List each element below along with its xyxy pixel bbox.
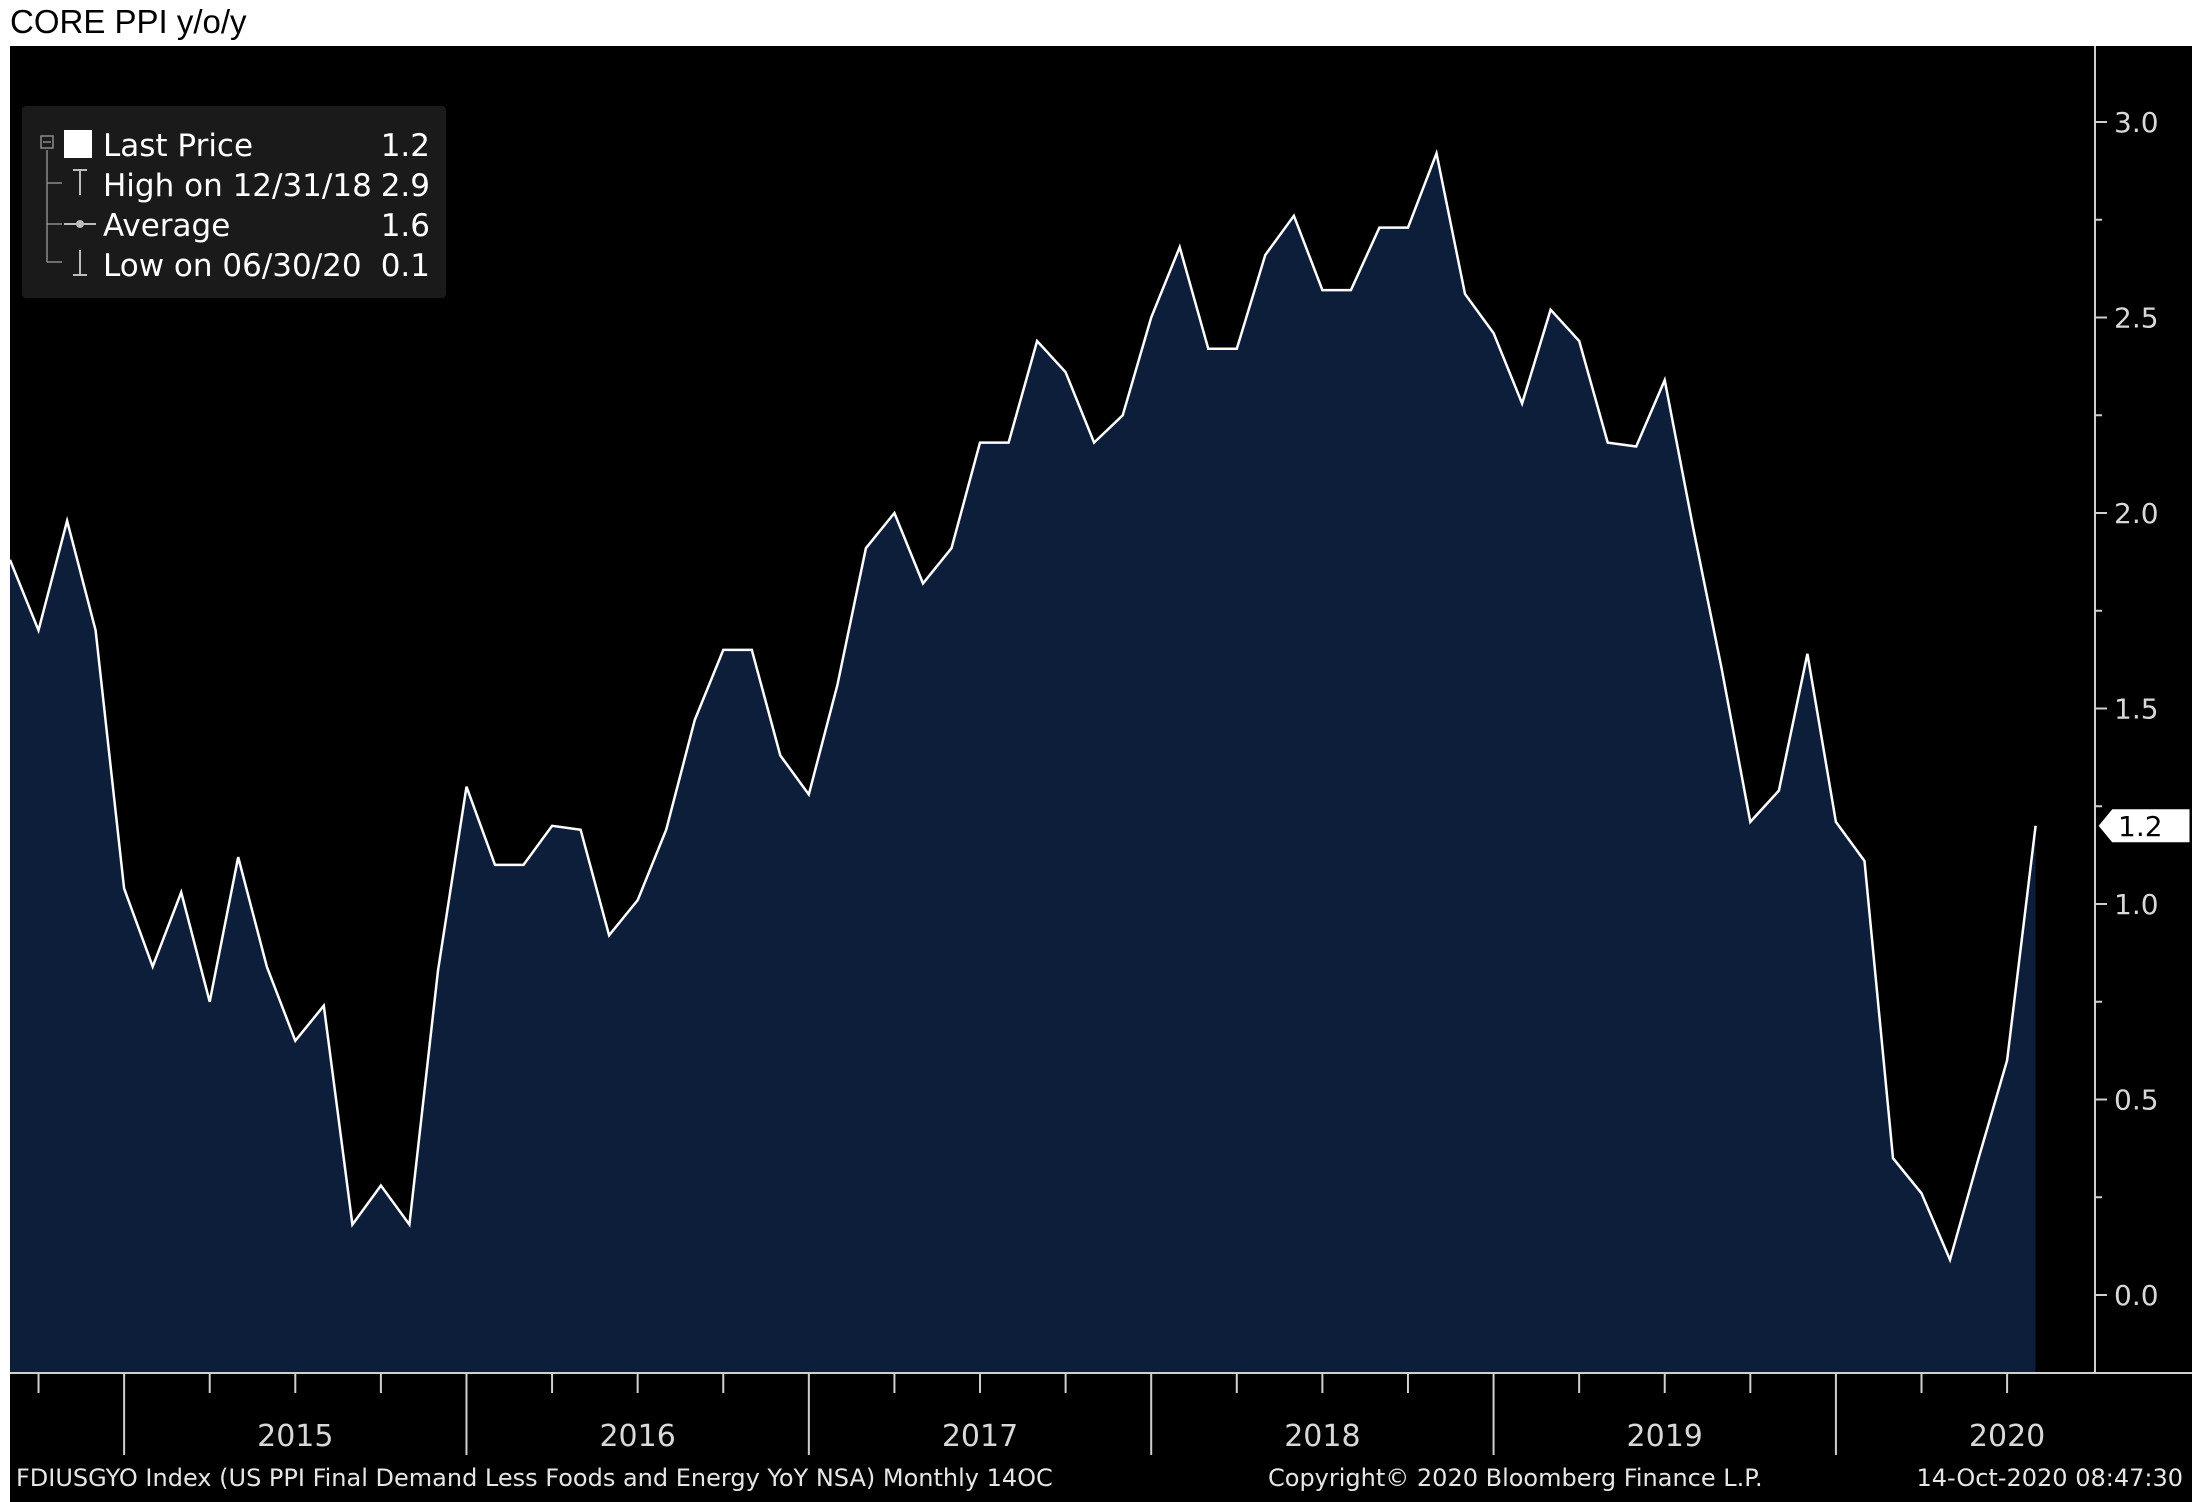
x-tick-label: 2016 xyxy=(599,1419,675,1454)
legend-box: Last Price 1.2 High on 12/31/18 2.9 Aver… xyxy=(22,106,446,298)
low-marker-icon xyxy=(73,250,87,276)
series-line xyxy=(8,148,2037,1264)
legend-label-average: Average xyxy=(103,208,230,244)
legend-tree-lines xyxy=(40,135,62,263)
high-marker-icon xyxy=(73,169,87,195)
y-tick-label: 1.0 xyxy=(2114,888,2159,921)
footer-timestamp: 14-Oct-2020 08:47:30 xyxy=(1916,1464,2183,1492)
legend-label-last-price: Last Price xyxy=(103,128,253,164)
x-tick-label: 2020 xyxy=(1969,1419,2045,1454)
footer-copyright: Copyright© 2020 Bloomberg Finance L.P. xyxy=(1268,1464,1763,1492)
x-tick-label: 2018 xyxy=(1284,1419,1360,1454)
x-tick-label: 2019 xyxy=(1627,1419,1703,1454)
legend-value-last-price: 1.2 xyxy=(381,128,430,164)
last-value-marker: 1.2 xyxy=(2097,808,2191,844)
legend-value-average: 1.6 xyxy=(381,208,430,244)
y-axis-band xyxy=(2095,46,2192,1373)
x-tick-label: 2015 xyxy=(257,1419,333,1454)
last-value-label: 1.2 xyxy=(2118,810,2163,843)
y-tick-label: 2.5 xyxy=(2114,302,2159,335)
y-tick-label: 3.0 xyxy=(2114,106,2159,139)
y-tick-label: 0.0 xyxy=(2114,1279,2159,1312)
footer-index-description: FDIUSGYO Index (US PPI Final Demand Less… xyxy=(16,1464,1053,1492)
x-tick-label: 2017 xyxy=(942,1419,1018,1454)
series-area-fill xyxy=(10,153,2036,1373)
legend-value-high: 2.9 xyxy=(381,168,430,204)
x-axis-band xyxy=(10,1373,2192,1502)
y-tick-label: 2.0 xyxy=(2114,497,2159,530)
y-tick-label: 0.5 xyxy=(2114,1084,2159,1117)
average-marker-icon xyxy=(64,220,96,228)
page-title: CORE PPI y/o/y xyxy=(10,3,247,40)
legend-label-low: Low on 06/30/20 xyxy=(103,248,362,284)
legend-label-high: High on 12/31/18 xyxy=(103,168,372,204)
legend-swatch-icon xyxy=(64,130,92,158)
legend-value-low: 0.1 xyxy=(381,248,430,284)
y-tick-label: 1.5 xyxy=(2114,693,2159,726)
x-axis-ticks: 2015 2016 2017 2018 2019 2020 xyxy=(37,1373,2045,1455)
y-axis-ticks: 0.0 0.5 1.0 1.5 2.0 2.5 3.0 xyxy=(2095,106,2159,1312)
